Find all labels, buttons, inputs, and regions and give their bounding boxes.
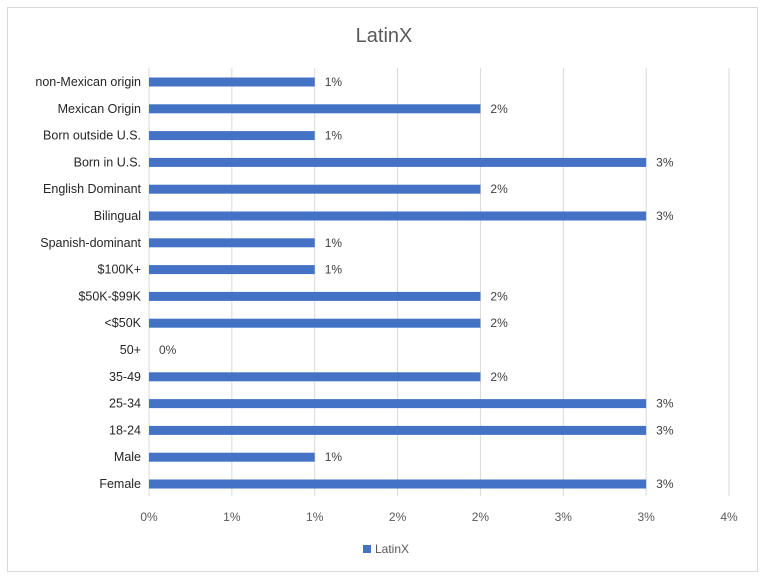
data-label: 1% — [325, 263, 343, 277]
x-tick-label: 3% — [637, 510, 655, 524]
data-label: 1% — [325, 129, 343, 143]
category-label: English Dominant — [43, 182, 141, 196]
bar[interactable] — [149, 77, 315, 87]
data-label: 2% — [490, 316, 508, 330]
category-label: Born outside U.S. — [43, 129, 141, 143]
bar[interactable] — [149, 211, 647, 221]
data-label: 3% — [656, 423, 674, 437]
data-label: 3% — [656, 477, 674, 491]
data-label: 2% — [490, 289, 508, 303]
data-label: 1% — [325, 75, 343, 89]
bar[interactable] — [149, 399, 647, 409]
data-label: 0% — [159, 343, 177, 357]
category-labels: non-Mexican origin Mexican Origin Born out… — [35, 75, 141, 491]
data-label: 2% — [490, 182, 508, 196]
category-label: 50+ — [120, 343, 141, 357]
x-tick-label: 0% — [140, 510, 158, 524]
data-label: 3% — [656, 209, 674, 223]
bar[interactable] — [149, 238, 315, 248]
category-label: Bilingual — [94, 209, 141, 223]
category-label: $100K+ — [98, 263, 141, 277]
x-axis-tick-labels: 0% 1% 1% 2% 2% 3% 3% 4% — [140, 510, 738, 524]
x-tick-label: 3% — [555, 510, 573, 524]
bar[interactable] — [149, 291, 481, 301]
bar[interactable] — [149, 452, 315, 462]
legend-swatch — [363, 545, 371, 553]
data-label: 3% — [656, 155, 674, 169]
data-label: 3% — [656, 397, 674, 411]
category-label: 25-34 — [109, 397, 141, 411]
chart-title: LatinX — [356, 25, 413, 47]
legend[interactable]: LatinX — [363, 542, 409, 556]
category-label: Spanish-dominant — [40, 236, 141, 250]
chart-frame: 1% 2% 1% 3% 2% 3% 1% 1% 2% 2% 0% 2% 3% 3% 1% 3% non-Mex… — [7, 7, 758, 572]
category-label: $50K-$99K — [78, 289, 141, 303]
category-label: Female — [99, 477, 141, 491]
bar[interactable] — [149, 318, 481, 328]
x-tick-label: 2% — [389, 510, 407, 524]
bar[interactable] — [149, 157, 647, 167]
data-label: 2% — [490, 370, 508, 384]
bar[interactable] — [149, 131, 315, 141]
bar[interactable] — [149, 104, 481, 114]
category-label: Mexican Origin — [58, 102, 141, 116]
data-label: 1% — [325, 450, 343, 464]
bar[interactable] — [149, 372, 481, 382]
x-tick-label: 1% — [306, 510, 324, 524]
x-tick-label: 4% — [720, 510, 738, 524]
category-label: 18-24 — [109, 423, 141, 437]
x-tick-label: 2% — [472, 510, 490, 524]
category-label: 35-49 — [109, 370, 141, 384]
category-label: non-Mexican origin — [35, 75, 141, 89]
bar[interactable] — [149, 265, 315, 275]
bar[interactable] — [149, 184, 481, 194]
bar[interactable] — [149, 425, 647, 435]
category-label: Male — [114, 450, 141, 464]
category-label: Born in U.S. — [74, 155, 141, 169]
bars: 1% 2% 1% 3% 2% 3% 1% 1% 2% 2% 0% 2% 3% 3% 1% 3% — [149, 75, 674, 491]
x-tick-label: 1% — [223, 510, 241, 524]
legend-label: LatinX — [375, 542, 409, 556]
data-label: 1% — [325, 236, 343, 250]
category-label: <$50K — [105, 316, 142, 330]
data-label: 2% — [490, 102, 508, 116]
bar-chart: 1% 2% 1% 3% 2% 3% 1% 1% 2% 2% 0% 2% 3% 3% 1% 3% non-Mex… — [35, 25, 738, 556]
bar[interactable] — [149, 479, 647, 489]
